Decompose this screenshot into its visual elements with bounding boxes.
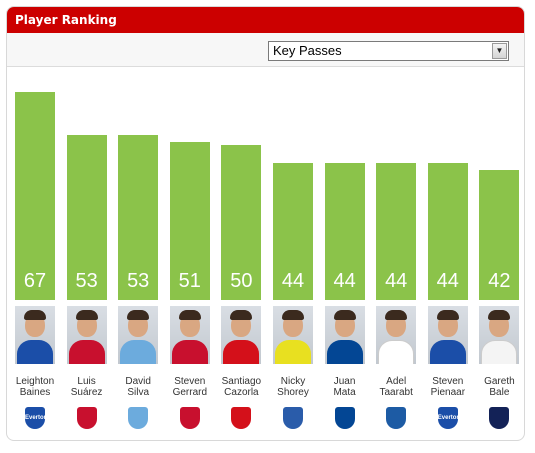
- player-name[interactable]: Santiago Cazorla: [215, 376, 267, 398]
- player-last-name: Taarabt: [379, 387, 413, 398]
- player-first-name: Nicky: [280, 376, 306, 387]
- player-name[interactable]: David Silva: [112, 376, 164, 398]
- hair: [24, 310, 46, 320]
- everton-crest-icon[interactable]: Everton: [437, 407, 460, 429]
- bar[interactable]: [221, 145, 262, 300]
- player-first-name: Leighton: [15, 376, 55, 387]
- player-name[interactable]: Leighton Baines: [9, 376, 61, 398]
- bar-value-label: 44: [281, 270, 305, 292]
- everton-crest-icon[interactable]: Everton: [25, 407, 47, 429]
- liverpool-crest-icon[interactable]: [179, 407, 200, 429]
- player-name[interactable]: Juan Mata: [319, 376, 371, 398]
- hair: [230, 310, 253, 320]
- player-photo[interactable]: [221, 306, 262, 364]
- qpr-crest-icon[interactable]: [386, 407, 407, 429]
- bar-value-label: 50: [230, 270, 253, 292]
- player-first-name: Santiago: [221, 376, 262, 387]
- player-last-name: Baines: [19, 387, 51, 398]
- bar[interactable]: [273, 163, 313, 300]
- player-name[interactable]: Gareth Bale: [473, 376, 524, 398]
- reading-crest-icon[interactable]: [283, 407, 303, 429]
- manchester-city-crest-icon[interactable]: [128, 407, 149, 429]
- bar-value-label: 67: [23, 270, 47, 292]
- chelsea-crest-icon[interactable]: [334, 407, 355, 429]
- chevron-down-icon[interactable]: ▼: [492, 43, 507, 59]
- player-name[interactable]: Luis Suárez: [61, 376, 113, 398]
- shirt: [481, 340, 518, 364]
- player-last-name: Shorey: [277, 387, 309, 398]
- player-name[interactable]: Steven Gerrard: [164, 376, 216, 398]
- shirt: [68, 340, 105, 364]
- player-first-name: Adel: [386, 376, 407, 387]
- player-name[interactable]: Adel Taarabt: [370, 376, 422, 398]
- player-last-name: Suárez: [70, 387, 103, 398]
- bar[interactable]: [169, 142, 210, 300]
- hair: [436, 310, 459, 320]
- bar[interactable]: [324, 163, 365, 300]
- tottenham-crest-icon[interactable]: [489, 407, 510, 429]
- metric-select-value: Key Passes: [273, 43, 342, 58]
- bar-value-label: 44: [436, 270, 459, 292]
- bar-value-label: 44: [385, 270, 408, 292]
- bar[interactable]: [427, 163, 468, 300]
- player-last-name: Cazorla: [224, 387, 259, 398]
- shirt: [17, 340, 53, 364]
- bar[interactable]: [15, 92, 55, 300]
- ranking-chart: 67 Leighton Baines Everton 53 Luis Suárez 53 Dav…: [7, 68, 524, 440]
- bar-value-label: 53: [127, 270, 150, 292]
- player-photo[interactable]: [427, 306, 468, 364]
- bar[interactable]: [376, 163, 417, 300]
- hair: [75, 310, 98, 320]
- player-photo[interactable]: [479, 306, 520, 364]
- player-first-name: Steven: [432, 376, 464, 387]
- hair: [282, 310, 304, 320]
- player-photo[interactable]: [324, 306, 365, 364]
- shirt: [171, 340, 208, 364]
- player-photo[interactable]: [169, 306, 210, 364]
- shirt: [326, 340, 363, 364]
- player-first-name: Gareth: [484, 376, 515, 387]
- player-last-name: Mata: [333, 387, 356, 398]
- toolbar: Key Passes ▼: [7, 33, 524, 67]
- player-last-name: Bale: [489, 387, 510, 398]
- player-first-name: Steven: [174, 376, 206, 387]
- bar[interactable]: [479, 170, 520, 300]
- hair: [178, 310, 201, 320]
- widget-title: Player Ranking: [7, 7, 524, 33]
- bar-value-label: 42: [488, 270, 511, 292]
- player-photo[interactable]: [376, 306, 417, 364]
- player-name[interactable]: Steven Pienaar: [422, 376, 474, 398]
- metric-select[interactable]: Key Passes ▼: [268, 41, 509, 61]
- bar-value-label: 53: [75, 270, 98, 292]
- hair: [385, 310, 408, 320]
- shirt: [429, 340, 466, 364]
- hair: [127, 310, 150, 320]
- player-first-name: Luis: [77, 376, 96, 387]
- bar-value-label: 44: [333, 270, 356, 292]
- bar[interactable]: [66, 135, 107, 300]
- bar[interactable]: [118, 135, 159, 300]
- bar-value-label: 51: [178, 270, 201, 292]
- player-ranking-widget: Player Ranking Key Passes ▼ 67 Leighton Ba…: [6, 6, 525, 441]
- liverpool-crest-icon[interactable]: [76, 407, 97, 429]
- shirt: [378, 340, 415, 364]
- player-first-name: Juan: [333, 376, 356, 387]
- player-last-name: Gerrard: [172, 387, 208, 398]
- player-name[interactable]: Nicky Shorey: [267, 376, 319, 398]
- shirt: [275, 340, 311, 364]
- shirt: [223, 340, 260, 364]
- player-last-name: Silva: [127, 387, 150, 398]
- shirt: [120, 340, 157, 364]
- player-photo[interactable]: [118, 306, 159, 364]
- hair: [488, 310, 511, 320]
- player-photo[interactable]: [273, 306, 313, 364]
- player-photo[interactable]: [15, 306, 55, 364]
- player-photo[interactable]: [66, 306, 107, 364]
- hair: [333, 310, 356, 320]
- player-last-name: Pienaar: [430, 387, 466, 398]
- player-first-name: David: [125, 376, 151, 387]
- arsenal-crest-icon[interactable]: [231, 407, 252, 429]
